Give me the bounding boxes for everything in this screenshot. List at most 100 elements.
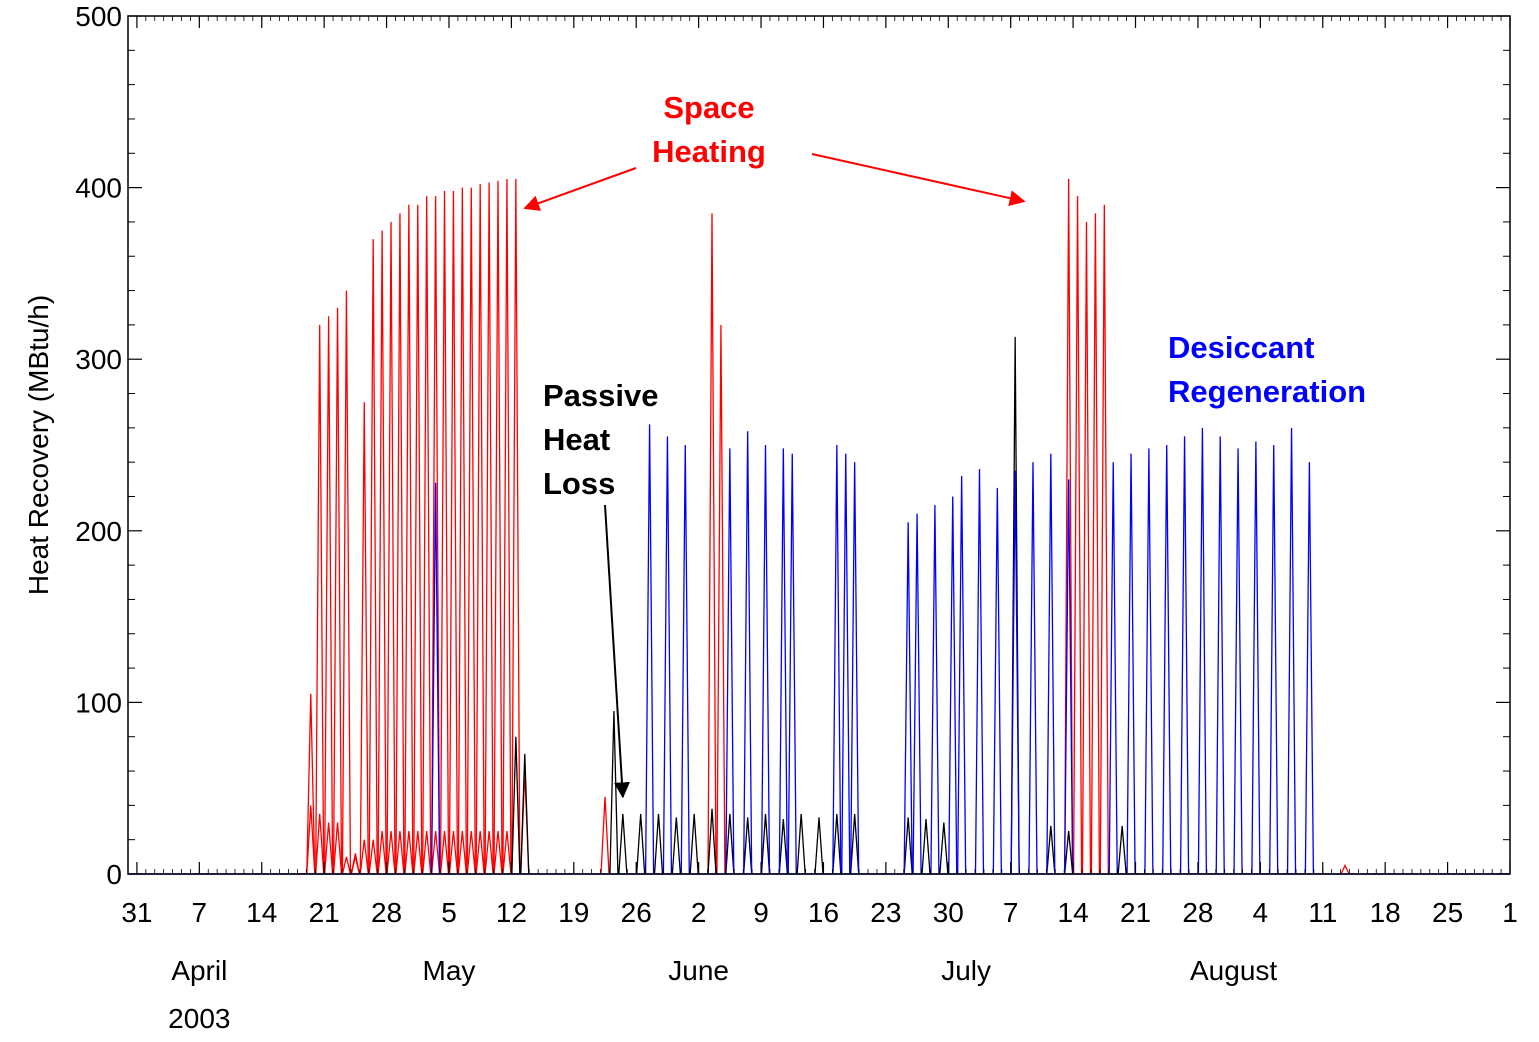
x-tick-label: 11 [1308, 897, 1337, 928]
data-point [1099, 204, 1109, 875]
data-point [832, 444, 842, 875]
data-point [332, 307, 343, 875]
data-point [609, 710, 619, 875]
x-tick-label: 26 [621, 897, 652, 928]
data-point [386, 221, 396, 875]
data-point [430, 831, 441, 875]
x-month-label: July [941, 955, 991, 986]
annotation-line: Loss [543, 466, 615, 501]
y-tick-label: 400 [75, 173, 122, 204]
annotation-arrow [604, 504, 630, 799]
x-tick-label: 19 [558, 897, 589, 928]
data-point [743, 817, 753, 875]
annotation-layer: Space Heating Passive Heat Loss Desiccant Rege… [523, 90, 1366, 799]
x-month-label: August [1190, 955, 1277, 986]
data-point [644, 424, 655, 875]
x-tick-label: 12 [496, 897, 527, 928]
data-point [430, 482, 441, 875]
data-point [502, 831, 512, 875]
data-point [350, 856, 360, 875]
x-tick-label: 31 [121, 897, 152, 928]
data-point [787, 453, 797, 875]
data-point [832, 813, 842, 875]
data-point [1117, 825, 1127, 875]
data-point [618, 813, 628, 875]
data-point [903, 817, 913, 875]
data-point [422, 831, 432, 875]
data-point [1108, 462, 1118, 875]
data-point [315, 813, 325, 875]
data-point [974, 469, 985, 875]
data-point [386, 831, 396, 875]
data-point [778, 819, 788, 875]
x-tick-label: 28 [371, 897, 402, 928]
data-point [662, 436, 673, 875]
data-point [1215, 436, 1225, 875]
data-point [707, 213, 717, 875]
data-point [1126, 453, 1136, 875]
x-tick-label: 4 [1253, 897, 1269, 928]
x-tick-label: 5 [441, 897, 457, 928]
data-point [368, 239, 378, 875]
data-point [520, 753, 530, 875]
series-1 [511, 336, 1127, 875]
data-point [341, 856, 352, 875]
data-point [341, 290, 352, 875]
data-point [992, 487, 1002, 875]
data-point [689, 813, 699, 875]
data-point [1064, 479, 1074, 875]
plot-frame [127, 15, 1511, 875]
y-tick-label: 0 [106, 859, 122, 890]
data-point [368, 839, 378, 875]
data-point [439, 831, 450, 875]
data-point [377, 831, 387, 875]
data-point [395, 213, 405, 875]
y-tick-label: 300 [75, 344, 122, 375]
data-point [671, 817, 681, 875]
data-point [1072, 196, 1083, 875]
x-tick-label: 23 [870, 897, 901, 928]
data-point [850, 462, 860, 875]
y-tick-label: 500 [75, 1, 122, 32]
data-point [306, 693, 316, 875]
data-point [841, 453, 851, 875]
annotation-arrow [523, 167, 637, 211]
data-point [323, 822, 334, 875]
data-point [359, 402, 369, 875]
x-tick-label: 30 [933, 897, 964, 928]
annotation-line: Desiccant [1168, 330, 1314, 365]
data-point [448, 191, 459, 875]
data-point [493, 831, 503, 875]
data-point [439, 191, 450, 875]
annotation-line: Space [663, 90, 754, 125]
annotation-line: Heating [652, 134, 766, 169]
data-point [1286, 427, 1297, 875]
data-point [1046, 453, 1056, 875]
x-month-label: June [668, 955, 729, 986]
x-tick-label: 7 [1003, 897, 1019, 928]
data-point [466, 831, 476, 875]
data-point [814, 817, 824, 875]
data-point [716, 324, 726, 875]
data-point [1028, 462, 1038, 875]
data-point [680, 444, 690, 875]
data-point [332, 822, 343, 875]
data-point [422, 196, 432, 875]
data-point [315, 324, 325, 875]
data-point [957, 475, 967, 875]
data-point [743, 431, 753, 875]
x-tick-label: 14 [1058, 897, 1089, 928]
x-month-label: April [171, 955, 227, 986]
data-point [725, 448, 735, 875]
x-tick-label: 1 [1502, 897, 1518, 928]
y-tick-label: 100 [75, 687, 122, 718]
data-point [1233, 448, 1243, 875]
x-tick-label: 14 [246, 897, 277, 928]
data-point [948, 496, 958, 875]
data-point [1340, 863, 1350, 875]
data-point [912, 513, 922, 875]
data-point [413, 204, 423, 875]
x-tick-label: 21 [1120, 897, 1151, 928]
data-point [1081, 221, 1092, 875]
